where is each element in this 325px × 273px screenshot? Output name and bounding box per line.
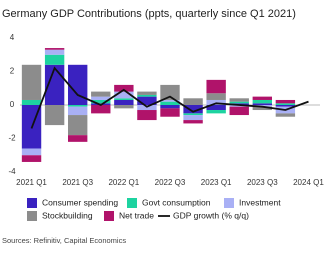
x-tick-label: 2024 Q1 [293, 178, 324, 187]
bar-segment [275, 113, 296, 117]
legend-swatch [27, 198, 37, 208]
y-tick-label: 0 [10, 100, 15, 109]
y-tick-label: -4 [8, 167, 16, 176]
chart-title: Germany GDP Contributions (ppts, quarter… [2, 8, 296, 20]
bar-segment [114, 105, 134, 109]
legend-swatch [127, 198, 137, 208]
bar-segment [137, 110, 157, 121]
bar-segment [206, 110, 226, 114]
bar-segment [160, 101, 180, 105]
legend-label: GDP growth (% q/q) [173, 210, 249, 220]
bar-segment [275, 103, 296, 105]
bar-segment [183, 113, 203, 116]
bar-segment [229, 106, 249, 116]
bar-segment [252, 103, 272, 105]
bar-segment [206, 105, 226, 111]
bar-segment [68, 106, 88, 116]
bar-segment [114, 84, 134, 92]
bar-segment [91, 105, 111, 114]
bar-segment [160, 84, 180, 100]
bar-segment [21, 148, 42, 156]
legend-label: Govt consumption [142, 197, 211, 207]
legend-label: Stockbuilding [42, 210, 93, 220]
bar-segment [160, 99, 180, 102]
bar-segment [68, 105, 88, 107]
bar-segment [275, 99, 296, 104]
x-tick-label: 2023 Q3 [247, 178, 278, 187]
bar-segment [114, 98, 134, 100]
bar-segment [91, 96, 111, 100]
legend-label: Net trade [119, 210, 154, 220]
line [30, 66, 309, 129]
bar-segment [91, 91, 111, 97]
source: Sources: Refinitiv, Capital Economics [2, 236, 126, 245]
bar-segment [44, 105, 65, 126]
y-tick-label: 2 [10, 67, 15, 76]
bar-segment [137, 94, 157, 97]
bar-segment [21, 155, 42, 162]
bar-segment [229, 101, 249, 104]
x-tick-label: 2023 Q1 [201, 178, 232, 187]
bar-segment [229, 98, 249, 102]
bar-segment [68, 64, 88, 105]
bar-segment [252, 106, 272, 111]
y-tick-label: 4 [10, 33, 15, 42]
bar-segment [183, 115, 203, 121]
bar-segment [275, 105, 296, 107]
bar-segment [68, 135, 88, 142]
legend-label: Investment [239, 197, 281, 207]
x-tick-label: 2022 Q3 [155, 178, 186, 187]
bar-segment [183, 98, 203, 105]
bar-segment [183, 105, 203, 114]
bar-segment [114, 99, 134, 105]
x-tick-label: 2021 Q1 [16, 178, 47, 187]
bar-segment [206, 93, 226, 100]
bar-segment [137, 91, 157, 95]
bar-segment [160, 108, 180, 117]
legend-swatch [104, 211, 114, 221]
bar-segment [183, 120, 203, 124]
bar-segment [21, 99, 42, 105]
bar-segment [206, 79, 226, 94]
y-tick-label: -2 [8, 134, 16, 143]
bar-segment [68, 115, 88, 136]
legend-label: Consumer spending [42, 197, 118, 207]
bar-segment [91, 99, 111, 104]
bar-segment [44, 54, 65, 65]
bar-segment [44, 48, 65, 50]
bar-segment [160, 105, 180, 109]
bar-segment [21, 64, 42, 100]
bar-segment [252, 99, 272, 104]
x-tick-label: 2022 Q1 [108, 178, 139, 187]
x-tick-label: 2021 Q3 [62, 178, 93, 187]
bar-segment [114, 91, 134, 99]
bar-segment [252, 96, 272, 100]
bar-segment [137, 96, 157, 105]
legend-swatch [27, 211, 37, 221]
legend-swatch [224, 198, 234, 208]
bar-segment [44, 49, 65, 55]
